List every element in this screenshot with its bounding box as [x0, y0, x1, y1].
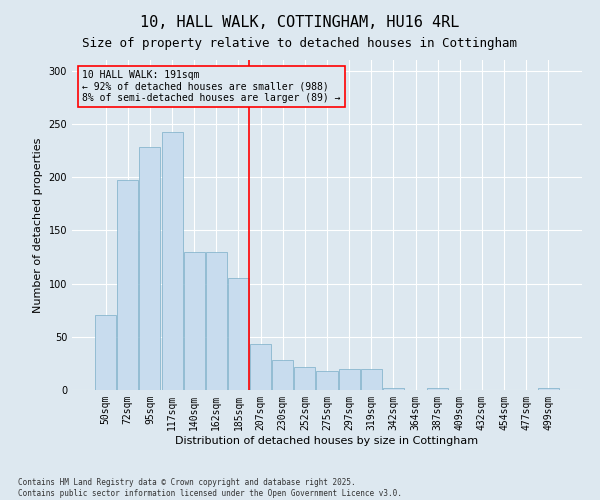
Bar [538, 388, 559, 390]
Text: Contains HM Land Registry data © Crown copyright and database right 2025.
Contai: Contains HM Land Registry data © Crown c… [18, 478, 402, 498]
Text: 10 HALL WALK: 191sqm
← 92% of detached houses are smaller (988)
8% of semi-detac: 10 HALL WALK: 191sqm ← 92% of detached h… [82, 70, 341, 103]
Y-axis label: Number of detached properties: Number of detached properties [33, 138, 43, 312]
Bar [228, 278, 249, 390]
Bar [184, 252, 205, 390]
Text: Size of property relative to detached houses in Cottingham: Size of property relative to detached ho… [83, 38, 517, 51]
Bar [316, 371, 338, 390]
Bar [427, 388, 448, 390]
Bar [206, 252, 227, 390]
Bar [139, 148, 160, 390]
Bar [361, 368, 382, 390]
Bar [338, 368, 359, 390]
Bar [272, 360, 293, 390]
Bar [161, 132, 182, 390]
Bar [250, 344, 271, 390]
X-axis label: Distribution of detached houses by size in Cottingham: Distribution of detached houses by size … [175, 436, 479, 446]
Bar [118, 180, 139, 390]
Bar [295, 366, 316, 390]
Bar [383, 388, 404, 390]
Bar [95, 316, 116, 390]
Text: 10, HALL WALK, COTTINGHAM, HU16 4RL: 10, HALL WALK, COTTINGHAM, HU16 4RL [140, 15, 460, 30]
